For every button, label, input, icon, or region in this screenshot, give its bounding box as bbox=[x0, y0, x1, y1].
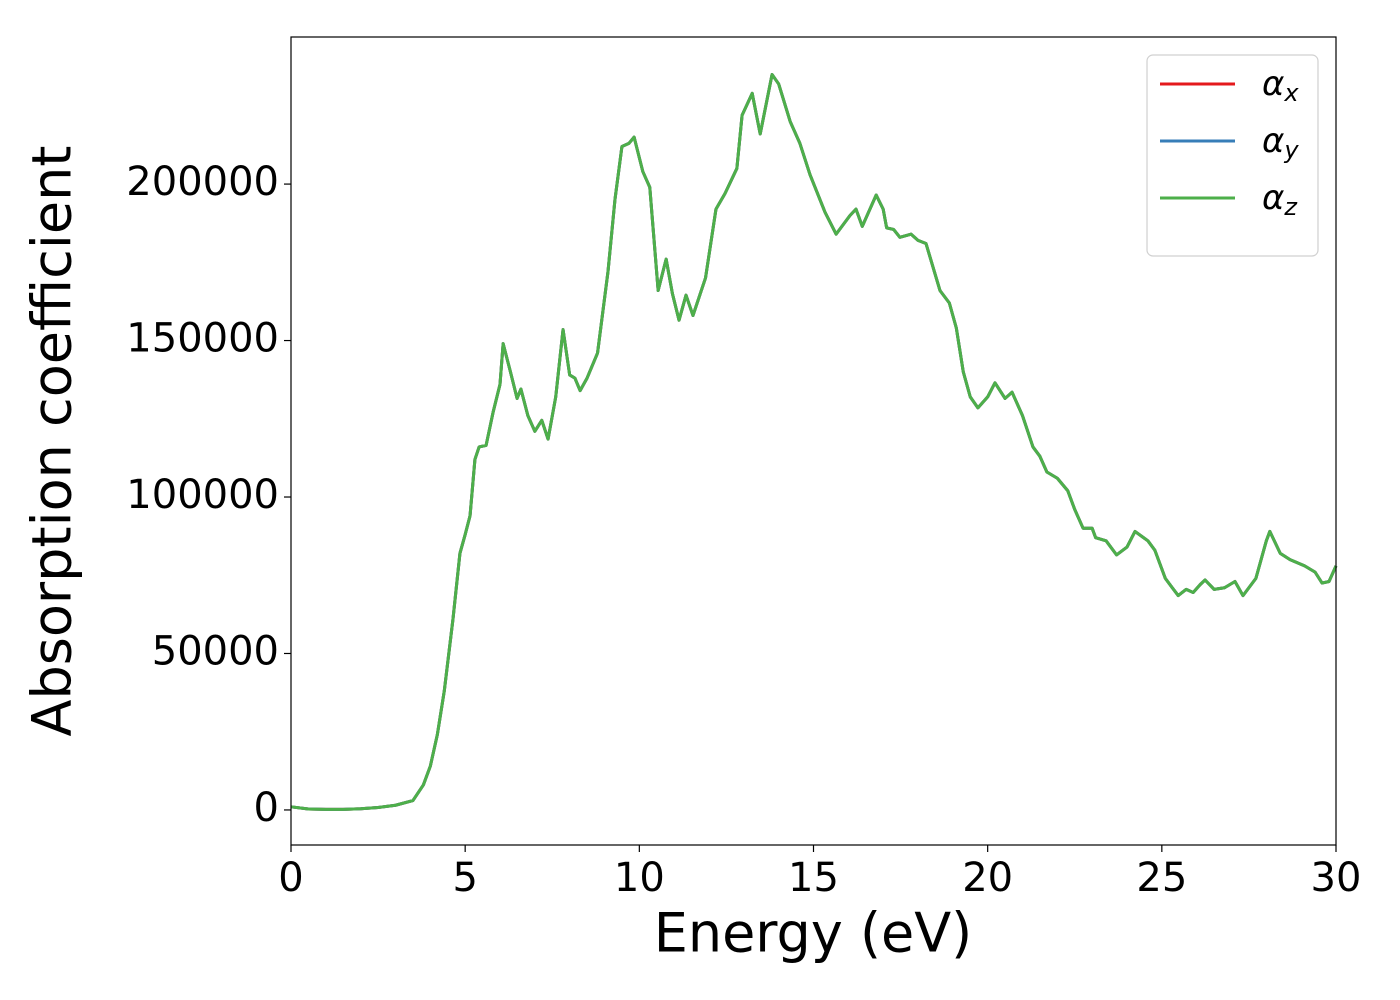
legend-label: αz bbox=[1262, 178, 1298, 221]
legend-label: αy bbox=[1262, 121, 1299, 164]
legend-box bbox=[1146, 54, 1319, 257]
legend-label: αx bbox=[1262, 64, 1299, 107]
x-tick-label: 5 bbox=[452, 855, 477, 901]
y-axis-label: Absorption coefficient bbox=[21, 146, 84, 737]
x-tick-label: 15 bbox=[788, 855, 839, 901]
x-axis-label: Energy (eV) bbox=[654, 902, 973, 965]
x-tick-label: 10 bbox=[614, 855, 665, 901]
y-tick-label: 200000 bbox=[126, 159, 279, 205]
y-tick-label: 0 bbox=[254, 785, 279, 831]
x-tick-label: 30 bbox=[1311, 855, 1362, 901]
x-tick-label: 25 bbox=[1136, 855, 1187, 901]
y-tick-label: 150000 bbox=[126, 316, 279, 362]
x-tick-label: 20 bbox=[962, 855, 1013, 901]
y-tick-label: 50000 bbox=[152, 628, 279, 674]
x-tick-label: 0 bbox=[278, 855, 303, 901]
data-line bbox=[290, 73, 1338, 811]
y-tick-label: 100000 bbox=[126, 472, 279, 518]
legend: αx αy αz bbox=[1146, 54, 1319, 257]
